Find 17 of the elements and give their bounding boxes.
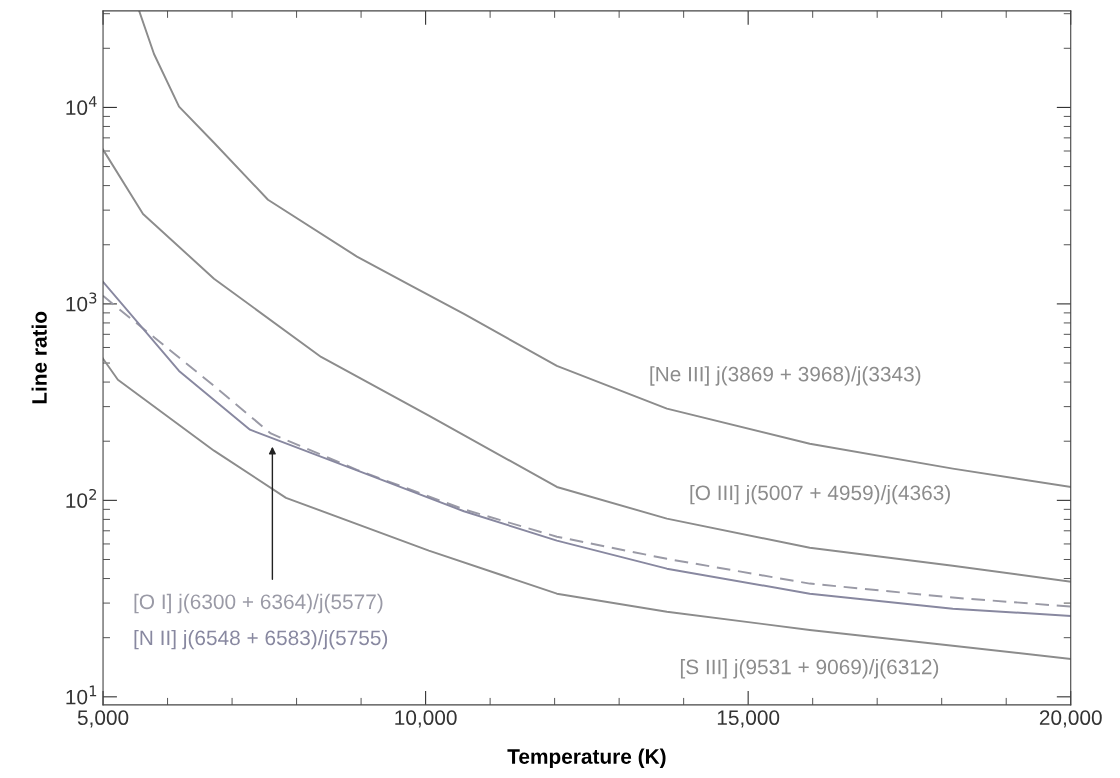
line-series <box>103 357 1071 660</box>
text: [O I] j(6300 + 6364)/j(5577) <box>134 593 383 614</box>
y-tick-label: 10$^{4}$ <box>66 96 97 116</box>
y-tick-label: 10$^{1}$ <box>66 685 97 705</box>
x-tick-label: 20,000 <box>1039 710 1102 728</box>
y-tick-label: 10$^{3}$ <box>66 292 97 312</box>
x-axis-title: Temperature (K) <box>507 748 666 769</box>
x-tick-label: 15,000 <box>717 710 780 728</box>
series-label: [S III] j(9531 + 9069)/j(6312) <box>680 659 939 679</box>
text: [N II] j(6548 + 6583)/j(5755) <box>134 629 388 650</box>
series-label: [Ne III] j(3869 + 3968)/j(3343) <box>650 366 921 386</box>
y-tick-label: 10$^{2}$ <box>66 488 97 508</box>
series-label: [O III] j(5007 + 4959)/j(4363) <box>690 484 950 505</box>
y-axis-title: Line ratio <box>31 311 47 404</box>
x-tick-label: 10,000 <box>395 710 457 728</box>
x-tick-label: 5,000 <box>77 710 129 728</box>
line-series <box>103 148 1071 583</box>
